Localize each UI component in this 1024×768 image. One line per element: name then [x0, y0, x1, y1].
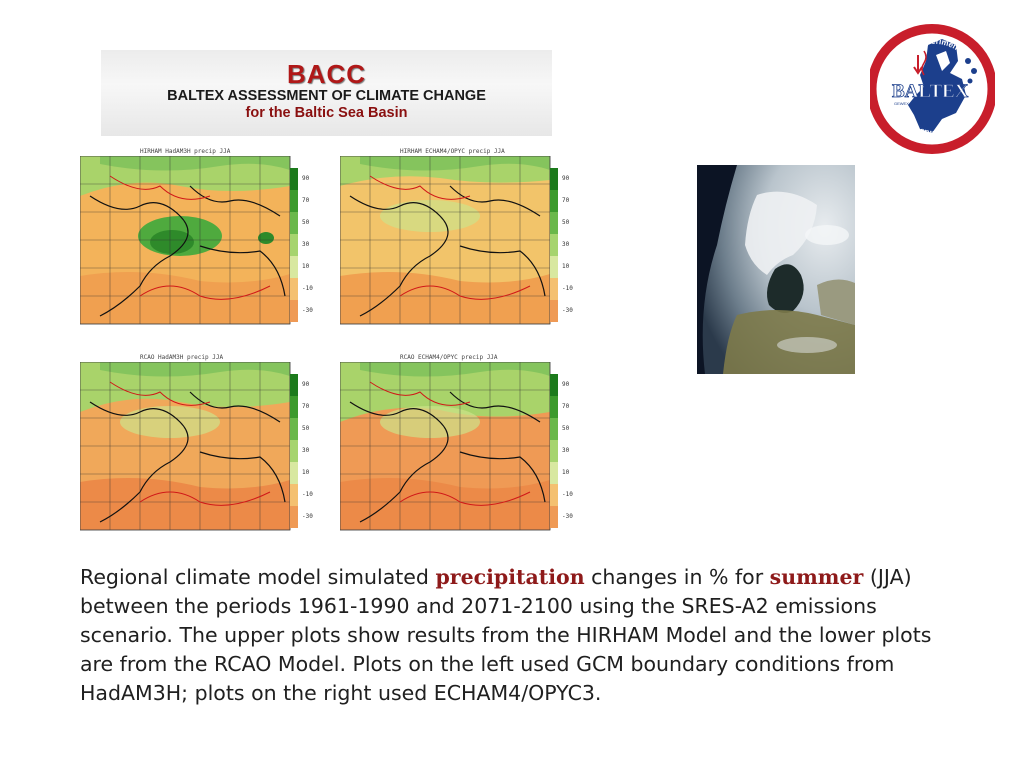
- banner-subtitle-basin: for the Baltic Sea Basin: [245, 105, 408, 121]
- legend-label: 30: [562, 447, 570, 454]
- legend-label: 10: [562, 469, 570, 476]
- legend-swatch: [290, 440, 298, 462]
- bacc-banner: BACC BALTEX ASSESSMENT OF CLIMATE CHANGE…: [101, 50, 552, 136]
- legend-label: -30: [562, 513, 573, 520]
- legend-swatch: [550, 506, 558, 528]
- legend-swatch: [290, 168, 298, 190]
- banner-subtitle: BALTEX ASSESSMENT OF CLIMATE CHANGE: [167, 88, 486, 104]
- caption-highlight-precipitation: precipitation: [435, 565, 585, 589]
- banner-title: BACC: [286, 59, 367, 89]
- legend-label: -30: [562, 307, 573, 314]
- legend-label: 10: [562, 263, 570, 270]
- legend-label: -30: [302, 513, 313, 520]
- logo-name: BALTEX: [892, 81, 969, 102]
- legend-label: 50: [562, 425, 570, 432]
- map-title: RCAO ECHAM4/OPYC precip JJA: [400, 354, 498, 361]
- figure-caption: Regional climate model simulated precipi…: [80, 563, 960, 708]
- legend-swatch: [550, 396, 558, 418]
- legend-swatch: [290, 484, 298, 506]
- legend-swatch: [550, 256, 558, 278]
- precip-map: [340, 156, 551, 325]
- legend-label: -30: [302, 307, 313, 314]
- precip-map: [340, 362, 551, 531]
- legend-swatch: [290, 374, 298, 396]
- legend-label: 50: [302, 219, 310, 226]
- legend-label: -10: [562, 491, 573, 498]
- legend-swatch: [290, 190, 298, 212]
- legend-swatch: [290, 396, 298, 418]
- legend-swatch: [550, 440, 558, 462]
- legend-label: 70: [562, 197, 570, 204]
- caption-text-2: changes in % for: [584, 565, 770, 589]
- map-hirham-echam4: HIRHAM ECHAM4/OPYC precip JJA 90 70 50 30 10…: [340, 148, 630, 328]
- logo-gewex: GEWEX: [894, 101, 909, 106]
- legend-swatch: [290, 462, 298, 484]
- map-hirham-hadam3h: HIRHAM HadAM3H precip JJA 90 70 50 30 10 -10 -…: [80, 148, 370, 328]
- legend-swatch: [550, 484, 558, 506]
- caption-text-3: (JJA) between the periods 1961-1990 and …: [80, 565, 932, 705]
- map-legend: 90 70 50 30 10 -10 -30: [290, 374, 313, 528]
- legend-label: 30: [562, 241, 570, 248]
- legend-label: -10: [562, 285, 573, 292]
- map-legend: 90 70 50 30 10 -10 -30: [550, 374, 573, 528]
- legend-label: 10: [302, 263, 310, 270]
- legend-swatch: [290, 506, 298, 528]
- precip-map: [80, 156, 291, 325]
- legend-label: 90: [302, 175, 310, 182]
- baltex-logo: Baltic Sea Experiment A GEWEX / WCRP Pro…: [867, 11, 997, 155]
- legend-swatch: [290, 300, 298, 322]
- map-rcao-echam4: RCAO ECHAM4/OPYC precip JJA 90 70 50 30 10 -1…: [340, 354, 630, 534]
- map-title: HIRHAM HadAM3H precip JJA: [140, 148, 231, 155]
- legend-swatch: [550, 462, 558, 484]
- legend-label: 90: [562, 381, 570, 388]
- legend-label: 90: [302, 381, 310, 388]
- caption-highlight-summer: summer: [769, 565, 864, 589]
- legend-swatch: [550, 300, 558, 322]
- legend-swatch: [290, 234, 298, 256]
- legend-label: 70: [562, 403, 570, 410]
- legend-label: 30: [302, 447, 310, 454]
- legend-swatch: [550, 374, 558, 396]
- legend-swatch: [290, 256, 298, 278]
- satellite-image: [697, 165, 855, 374]
- legend-label: 50: [562, 219, 570, 226]
- legend-label: 30: [302, 241, 310, 248]
- map-legend: 90 70 50 30 10 -10 -30: [550, 168, 573, 322]
- legend-swatch: [550, 418, 558, 440]
- legend-swatch: [550, 212, 558, 234]
- legend-label: 50: [302, 425, 310, 432]
- legend-swatch: [550, 278, 558, 300]
- legend-swatch: [290, 212, 298, 234]
- legend-label: 70: [302, 403, 310, 410]
- map-legend: 90 70 50 30 10 -10 -30: [290, 168, 313, 322]
- legend-label: 90: [562, 175, 570, 182]
- legend-label: 70: [302, 197, 310, 204]
- map-title: RCAO HadAM3H precip JJA: [140, 354, 224, 361]
- caption-text-1: Regional climate model simulated: [80, 565, 436, 589]
- map-title: HIRHAM ECHAM4/OPYC precip JJA: [400, 148, 505, 155]
- legend-swatch: [550, 234, 558, 256]
- legend-swatch: [290, 418, 298, 440]
- map-rcao-hadam3h: RCAO HadAM3H precip JJA 90 70 50 30 10 -10 -30: [80, 354, 370, 534]
- legend-swatch: [290, 278, 298, 300]
- legend-label: -10: [302, 285, 313, 292]
- legend-swatch: [550, 168, 558, 190]
- legend-swatch: [550, 190, 558, 212]
- legend-label: 10: [302, 469, 310, 476]
- legend-label: -10: [302, 491, 313, 498]
- precip-map: [80, 362, 291, 531]
